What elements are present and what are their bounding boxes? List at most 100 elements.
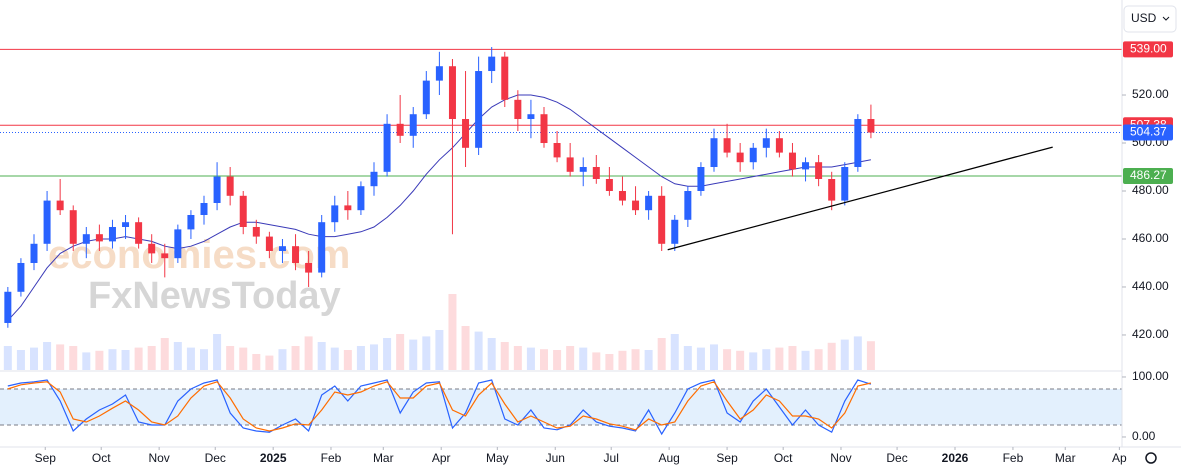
volume-bar	[252, 354, 261, 370]
candle-body	[736, 152, 744, 163]
volume-bar	[618, 350, 627, 370]
candle-body	[775, 138, 783, 153]
candle-body	[658, 195, 666, 244]
candle-body	[684, 190, 692, 220]
volume-bar	[801, 350, 810, 370]
volume-bar	[291, 346, 300, 370]
volume-bar	[226, 346, 235, 370]
y-tick-label: 480.00	[1132, 183, 1169, 197]
y-tick-label: 520.00	[1132, 87, 1169, 101]
volume-bar	[788, 346, 797, 370]
currency-label[interactable]: USD	[1131, 11, 1157, 25]
level-label-box	[1123, 167, 1173, 184]
volume-bar	[160, 338, 169, 370]
candle-body	[200, 202, 208, 215]
x-tick-label: 2025	[260, 451, 287, 465]
volume-bar	[749, 352, 758, 370]
x-tick-label: Oct	[774, 451, 793, 465]
candle-body	[448, 66, 456, 120]
candle-body	[501, 56, 509, 100]
x-tick-label: Mar	[373, 451, 394, 465]
trendline	[667, 146, 1053, 251]
currency-button[interactable]	[1123, 5, 1177, 33]
volume-bar	[330, 347, 339, 370]
volume-bar	[736, 350, 745, 370]
x-tick-label: Ap	[1112, 451, 1127, 465]
volume-bar	[69, 346, 78, 370]
x-tick-label: Dec	[205, 451, 226, 465]
candle-body	[265, 236, 273, 251]
volume-bar	[16, 350, 25, 370]
candle-body	[344, 205, 352, 211]
plot	[0, 47, 1122, 436]
candle-body	[135, 222, 143, 244]
x-tick-label: Apr	[432, 451, 451, 465]
candle-body	[645, 195, 653, 211]
volume-bar	[827, 342, 836, 370]
volume-bar	[30, 347, 38, 370]
candle-body	[396, 123, 404, 136]
volume-bar	[866, 341, 875, 370]
watermark: FxNewsToday	[88, 275, 341, 317]
candle-body	[566, 157, 574, 172]
candle-body	[854, 119, 862, 168]
candle-body	[553, 143, 561, 158]
candle-body	[174, 229, 182, 259]
level-label: 504.37	[1130, 125, 1167, 139]
candle-body	[671, 219, 679, 244]
candle-body	[161, 253, 169, 259]
volume-bar	[644, 350, 653, 370]
candle-body	[632, 200, 640, 211]
x-tick-label: Dec	[886, 451, 907, 465]
volume-bar	[670, 334, 679, 370]
candle-body	[95, 234, 103, 242]
volume-bar	[540, 349, 548, 370]
x-tick-label: Feb	[1003, 451, 1024, 465]
stoch-line	[7, 379, 872, 436]
candle-body	[475, 71, 483, 148]
candle-body	[122, 222, 130, 227]
candle-body	[697, 167, 705, 191]
level-label: 486.27	[1130, 168, 1167, 182]
x-tick-label: Nov	[148, 451, 169, 465]
volume-bar	[657, 338, 666, 370]
volume-bar	[134, 347, 143, 370]
candle-body	[710, 138, 718, 168]
dropdown-icon	[1162, 16, 1170, 21]
candle-body	[4, 291, 12, 323]
settings-icon[interactable]	[1145, 452, 1157, 464]
candle-body	[540, 114, 548, 144]
candle-body	[370, 171, 378, 187]
candle-body	[239, 195, 247, 227]
x-tick-label: Sep	[35, 451, 57, 465]
candle-body	[723, 138, 731, 153]
level-label-box	[1123, 124, 1173, 141]
volume-bar	[631, 349, 640, 370]
candle-body	[292, 246, 300, 263]
x-tick-label: Aug	[658, 451, 679, 465]
volume-bar	[422, 336, 431, 370]
volume-bar	[775, 347, 784, 370]
stoch-line	[7, 381, 872, 432]
y-tick-label: 460.00	[1132, 231, 1169, 245]
candle-body	[331, 205, 339, 223]
volume-bar	[579, 347, 588, 370]
volume-bar	[487, 338, 496, 370]
volume-bar	[553, 350, 562, 370]
volume-bar	[592, 352, 601, 370]
level-label-box	[1123, 41, 1173, 58]
volume-bar	[200, 349, 208, 370]
volume-bar	[396, 334, 405, 370]
volume-bar	[147, 346, 156, 370]
volume-bar	[3, 346, 12, 370]
volume-bar	[840, 339, 849, 370]
candle-body	[841, 167, 849, 201]
candle-body	[527, 114, 535, 120]
volume-bar	[383, 338, 392, 370]
volume-bar	[343, 350, 352, 370]
volume-bar	[710, 344, 718, 370]
candle-body	[226, 176, 234, 196]
x-tick-label: May	[486, 451, 509, 465]
candle-body	[788, 152, 796, 170]
